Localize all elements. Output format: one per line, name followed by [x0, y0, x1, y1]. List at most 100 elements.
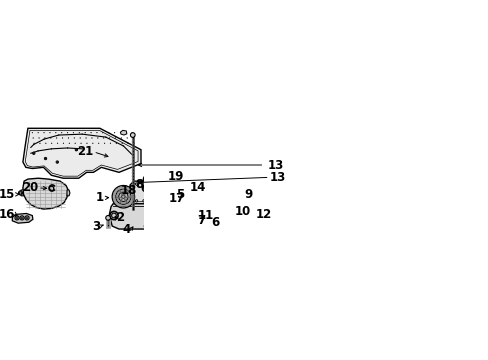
Circle shape: [152, 167, 155, 170]
Circle shape: [203, 218, 208, 224]
Circle shape: [133, 143, 134, 144]
Text: 18: 18: [121, 184, 137, 197]
Text: 6: 6: [211, 216, 219, 229]
Text: 15: 15: [0, 188, 15, 201]
Circle shape: [45, 143, 46, 144]
Circle shape: [178, 200, 180, 202]
Circle shape: [57, 143, 58, 144]
Circle shape: [116, 143, 117, 144]
Circle shape: [114, 132, 115, 133]
Circle shape: [158, 192, 163, 197]
Circle shape: [92, 143, 93, 144]
Circle shape: [112, 185, 134, 208]
Circle shape: [169, 200, 171, 202]
Polygon shape: [12, 213, 33, 223]
Text: 13: 13: [267, 158, 283, 171]
Circle shape: [26, 217, 28, 219]
Polygon shape: [20, 190, 23, 196]
Circle shape: [61, 132, 62, 133]
Text: 9: 9: [244, 188, 252, 201]
Circle shape: [178, 183, 180, 185]
Text: 17: 17: [168, 192, 185, 205]
Text: 19: 19: [168, 170, 184, 183]
Circle shape: [143, 176, 150, 183]
Circle shape: [49, 132, 50, 133]
Circle shape: [33, 153, 34, 154]
Circle shape: [104, 143, 105, 144]
Text: 14: 14: [189, 181, 205, 194]
Polygon shape: [67, 190, 70, 196]
Circle shape: [152, 186, 169, 203]
Circle shape: [32, 132, 33, 133]
Circle shape: [79, 132, 80, 133]
Circle shape: [51, 143, 52, 144]
Circle shape: [116, 189, 131, 204]
Polygon shape: [130, 181, 185, 204]
Circle shape: [102, 132, 103, 133]
Text: 7: 7: [197, 214, 205, 227]
Circle shape: [20, 192, 21, 194]
Circle shape: [86, 143, 87, 144]
Circle shape: [111, 213, 116, 218]
Circle shape: [56, 161, 59, 163]
Circle shape: [155, 189, 166, 200]
Polygon shape: [109, 204, 193, 229]
Circle shape: [75, 149, 78, 151]
Circle shape: [120, 132, 121, 133]
Circle shape: [135, 200, 138, 202]
Circle shape: [75, 143, 76, 144]
Circle shape: [90, 132, 91, 133]
Circle shape: [222, 208, 226, 212]
Circle shape: [73, 132, 74, 133]
Text: 12: 12: [255, 208, 271, 221]
Polygon shape: [23, 178, 68, 209]
Text: 16: 16: [0, 208, 15, 221]
Circle shape: [45, 158, 46, 159]
Circle shape: [135, 183, 138, 185]
Circle shape: [151, 183, 154, 185]
Circle shape: [142, 200, 145, 202]
Circle shape: [19, 191, 22, 195]
Circle shape: [55, 132, 56, 133]
Polygon shape: [219, 186, 238, 199]
Text: 11: 11: [197, 209, 213, 222]
Text: 3: 3: [92, 220, 100, 233]
Text: 5: 5: [176, 188, 184, 201]
Circle shape: [38, 132, 39, 133]
Polygon shape: [143, 223, 158, 229]
Circle shape: [43, 132, 44, 133]
Circle shape: [184, 206, 188, 210]
Circle shape: [44, 157, 47, 160]
Polygon shape: [120, 130, 127, 135]
Text: 21: 21: [77, 145, 93, 158]
Circle shape: [130, 133, 135, 138]
Circle shape: [225, 189, 231, 195]
Polygon shape: [233, 211, 242, 220]
Circle shape: [76, 149, 77, 150]
Circle shape: [127, 143, 128, 144]
Polygon shape: [218, 204, 232, 216]
Polygon shape: [184, 203, 197, 216]
Circle shape: [143, 187, 147, 190]
Text: 4: 4: [122, 223, 130, 236]
Circle shape: [146, 178, 147, 180]
Circle shape: [150, 166, 156, 171]
Polygon shape: [181, 216, 193, 226]
Text: 2: 2: [116, 211, 124, 224]
Text: 13: 13: [269, 171, 285, 184]
Circle shape: [33, 152, 35, 154]
Circle shape: [57, 162, 58, 163]
Circle shape: [67, 132, 68, 133]
Circle shape: [151, 200, 154, 202]
Circle shape: [122, 195, 125, 198]
Text: 1: 1: [96, 192, 104, 204]
Text: 10: 10: [235, 205, 251, 218]
Text: 8: 8: [135, 177, 143, 190]
Circle shape: [169, 183, 171, 185]
Polygon shape: [23, 128, 141, 178]
Circle shape: [119, 192, 128, 202]
Circle shape: [160, 183, 163, 185]
Circle shape: [84, 132, 85, 133]
Circle shape: [226, 191, 229, 194]
Circle shape: [105, 216, 110, 220]
